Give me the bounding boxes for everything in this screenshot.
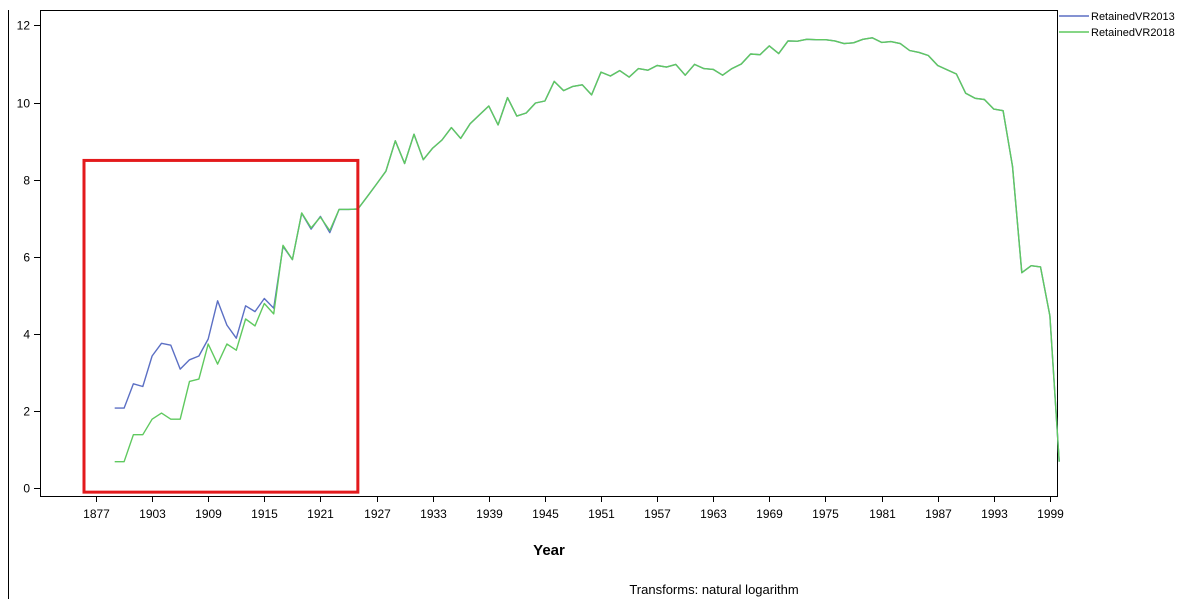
x-tick-label: 1999 [1037,507,1064,521]
x-tick-label: 1909 [195,507,222,521]
y-tick-label: 4 [23,328,30,342]
plot-area [40,10,1058,497]
x-tick-label: 1987 [925,507,952,521]
x-tick-label: 1915 [251,507,278,521]
x-tick-label: 1975 [812,507,839,521]
legend-label: RetainedVR2013 [1091,11,1175,23]
x-tick-label: 1939 [476,507,503,521]
x-tick-label: 1951 [588,507,615,521]
x-tick-label: 1903 [139,507,166,521]
y-tick-label: 2 [23,405,30,419]
y-tick-label: 12 [17,19,31,33]
series-layer [114,37,1060,463]
x-tick-label: 1969 [756,507,783,521]
x-axis-title: Year [533,542,565,559]
y-tick-label: 0 [23,482,30,496]
y-tick-label: 8 [23,174,30,188]
legend: RetainedVR2013 RetainedVR2018 [1059,11,1175,39]
x-tick-label: 1921 [307,507,334,521]
series-line-retainedvr2018 [114,37,1060,463]
x-tick-label: 1981 [869,507,896,521]
y-axis: 0 2 4 6 8 10 12 [17,19,40,496]
y-tick-label: 10 [17,97,31,111]
x-tick-label: 1933 [420,507,447,521]
x-tick-label: 1957 [644,507,671,521]
x-tick-label: 1945 [532,507,559,521]
legend-label: RetainedVR2018 [1091,27,1175,39]
x-tick-label: 1927 [364,507,391,521]
x-tick-label: 1877 [83,507,110,521]
x-axis: 1877 1903 1909 1915 1921 1927 1933 1939 1945 1951… [83,496,1064,521]
x-tick-label: 1963 [700,507,727,521]
y-tick-label: 6 [23,251,30,265]
transform-note: Transforms: natural logarithm [629,582,798,597]
x-tick-label: 1993 [981,507,1008,521]
highlight-box [82,158,360,494]
